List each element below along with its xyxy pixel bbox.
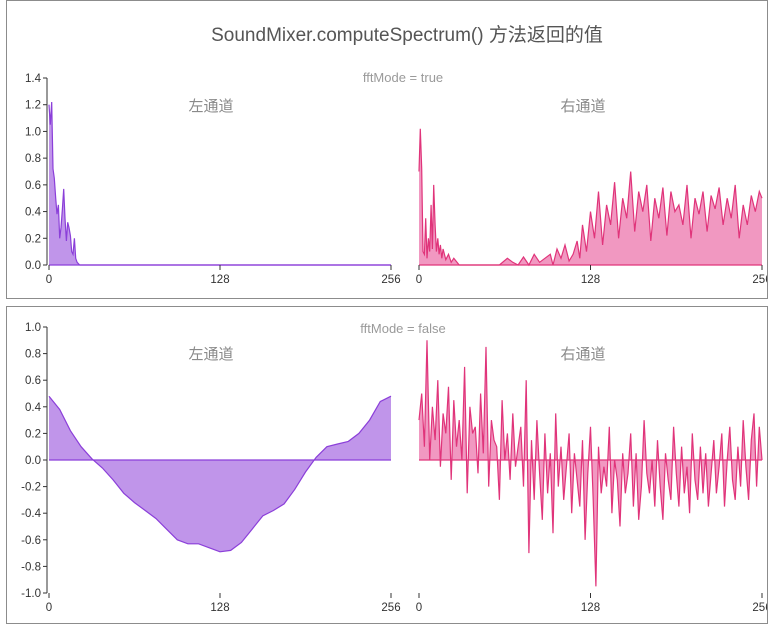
bottom-series-1-line xyxy=(418,340,763,587)
bottom-y-tick-label: 1.0 xyxy=(25,322,41,334)
top-series-1-area xyxy=(419,128,762,265)
chart-bottom: fftMode = false 左通道 右通道 1.0 0.8 0.6 0.4 0.2 0… xyxy=(21,321,767,614)
top-series-0-area xyxy=(49,102,391,265)
bottom-y-tick-label: 0.6 xyxy=(25,375,41,387)
top-y-tick-label: 1.0 xyxy=(25,126,41,138)
bottom-y-tick-label: 0.0 xyxy=(25,455,41,467)
top-y-tick-label: 0.2 xyxy=(25,233,41,245)
right-channel-label-bottom: 右通道 xyxy=(560,346,605,363)
bottom-series-0-line xyxy=(48,395,392,553)
bottom-y-tick-label: 0.2 xyxy=(25,428,41,440)
bottom-y-tick-label: -0.2 xyxy=(21,482,41,494)
bottom-series-0-area xyxy=(49,396,391,552)
top-x-tick-label: 128 xyxy=(210,274,229,286)
left-channel-label-top: 左通道 xyxy=(188,98,233,115)
top-x-tick-label: 128 xyxy=(581,274,600,286)
chart-subtitle-top: fftMode = true xyxy=(363,70,443,85)
top-x-tick-label: 0 xyxy=(46,274,52,286)
bottom-x-tick-label: 0 xyxy=(46,602,52,614)
bottom-x-tick-label: 256 xyxy=(752,602,767,614)
top-series-0-line xyxy=(48,101,391,266)
bottom-y-tick-label: 0.4 xyxy=(25,402,42,414)
chart-top: SoundMixer.computeSpectrum() 方法返回的值 fftM… xyxy=(25,24,767,286)
bottom-y-tick-label: -0.8 xyxy=(21,561,41,573)
bottom-y-tick-label: -1.0 xyxy=(21,588,41,600)
top-y-tick-label: 0.8 xyxy=(25,153,41,165)
top-series-1-line xyxy=(418,128,763,267)
top-y-tick-label: 0.6 xyxy=(25,180,41,192)
bottom-x-tick-label: 128 xyxy=(581,602,600,614)
top-y-tick-label: 0.4 xyxy=(25,207,42,219)
bottom-x-tick-label: 128 xyxy=(210,602,229,614)
bottom-x-tick-label: 256 xyxy=(381,602,400,614)
top-y-tick-label: 1.2 xyxy=(25,100,41,112)
bottom-y-tick-label: -0.4 xyxy=(21,508,41,520)
chart-subtitle-bottom: fftMode = false xyxy=(360,321,445,336)
chart-panel-top: SoundMixer.computeSpectrum() 方法返回的值 fftM… xyxy=(6,0,768,299)
right-channel-label-top: 右通道 xyxy=(560,98,605,115)
top-x-tick-label: 0 xyxy=(416,274,422,286)
left-channel-label-bottom: 左通道 xyxy=(188,346,233,363)
top-x-tick-label: 256 xyxy=(752,274,767,286)
chart-title: SoundMixer.computeSpectrum() 方法返回的值 xyxy=(211,24,603,46)
bottom-x-tick-label: 0 xyxy=(416,602,422,614)
bottom-y-tick-label: -0.6 xyxy=(21,535,41,547)
bottom-series-1-area xyxy=(419,340,762,587)
bottom-y-tick-label: 0.8 xyxy=(25,349,41,361)
top-y-tick-label: 0.0 xyxy=(25,260,41,272)
top-x-tick-label: 256 xyxy=(381,274,400,286)
top-y-tick-label: 1.4 xyxy=(25,73,42,85)
chart-panel-bottom: fftMode = false 左通道 右通道 1.0 0.8 0.6 0.4 0.2 0… xyxy=(6,306,768,624)
